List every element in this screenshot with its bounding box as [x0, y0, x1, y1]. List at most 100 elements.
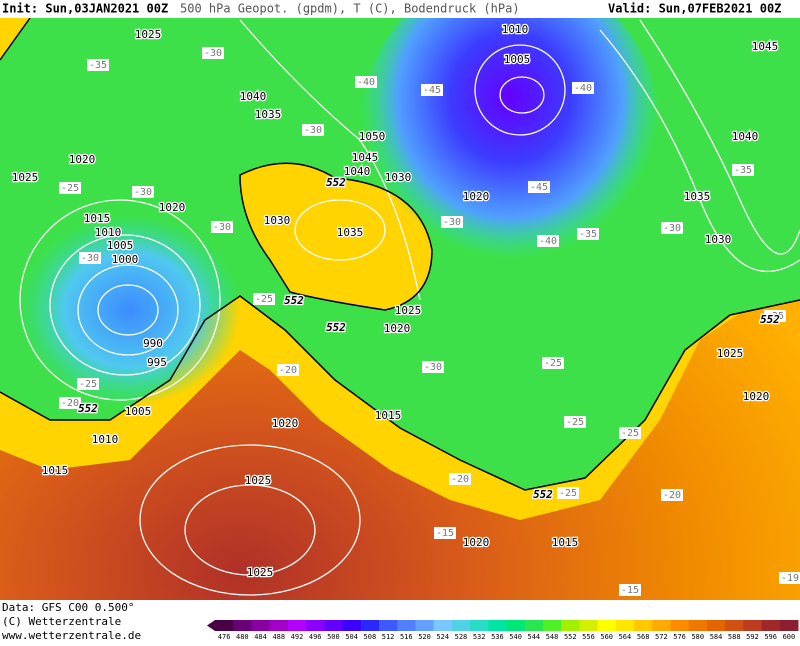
temperature-label: -35: [579, 229, 597, 240]
colorbar-swatch: [360, 620, 380, 631]
temperature-label: -45: [423, 85, 441, 96]
temperature-label-box: [577, 228, 599, 240]
isobar-label: 1025: [12, 171, 39, 184]
colorbar-swatch: [451, 620, 471, 631]
temperature-label: -40: [539, 236, 557, 247]
colorbar-label: 552: [564, 633, 577, 641]
colorbar-swatch: [615, 620, 635, 631]
isobar: [19, 199, 221, 401]
temperature-label-box: [764, 310, 786, 322]
colorbar-swatch: [542, 620, 562, 631]
colorbar-left-arrow: [207, 620, 215, 631]
temperature-label: -35: [734, 165, 752, 176]
colorbar-label: 480: [236, 633, 249, 641]
isobar-label: 1040: [732, 130, 759, 143]
temperature-label-box: [87, 59, 109, 71]
colorbar-label: 500: [327, 633, 340, 641]
isobar-label: 1050: [359, 130, 386, 143]
colorbar-label: 492: [291, 633, 304, 641]
colorbar-label: 540: [509, 633, 522, 641]
isobar-label: 1020: [743, 390, 770, 403]
colorbar-swatch: [779, 620, 799, 631]
colorbar-label: 568: [637, 633, 650, 641]
temperature-label-box: [211, 221, 233, 233]
isobar-label: 1020: [159, 201, 186, 214]
colorbar-label: 592: [746, 633, 759, 641]
isobar-label: 1045: [352, 151, 379, 164]
temperature-label: -30: [213, 222, 231, 233]
isobar-label: 995: [147, 356, 167, 369]
isobar-label: 1045: [752, 40, 779, 53]
colorbar-label: 532: [473, 633, 486, 641]
temperature-label-box: [542, 357, 564, 369]
colorbar-swatch: [342, 620, 362, 631]
colorbar-label: 588: [728, 633, 741, 641]
temperature-label: -30: [663, 223, 681, 234]
temperature-label-box: [59, 397, 81, 409]
contour-label: 552: [326, 321, 346, 334]
temperature-label: -25: [255, 294, 273, 305]
temperature-label-box: [661, 489, 683, 501]
colorbar-swatch: [415, 620, 435, 631]
temperature-label: -30: [134, 187, 152, 198]
temperature-label: -20: [451, 474, 469, 485]
colorbar-label: 596: [764, 633, 777, 641]
temperature-label: -15: [436, 528, 454, 539]
isobar-label: 1025: [395, 304, 422, 317]
isobar-label: 1020: [272, 417, 299, 430]
temperature-label-box: [355, 76, 377, 88]
isobar-label: 1035: [684, 190, 711, 203]
temperature-label: -30: [424, 362, 442, 373]
isobar-label: 1035: [255, 108, 282, 121]
temperature-label: -30: [304, 125, 322, 136]
isobar: [499, 76, 545, 114]
colorbar-label: 536: [491, 633, 504, 641]
temperature-label: -25: [544, 358, 562, 369]
colorbar-label: 520: [418, 633, 431, 641]
isobar-label: 1015: [375, 409, 402, 422]
colorbar-swatch: [688, 620, 708, 631]
colorbar-label: 556: [582, 633, 595, 641]
temperature-label-box: [619, 584, 641, 596]
isobar-label: 1000: [112, 253, 139, 266]
temperature-label-box: [449, 473, 471, 485]
colorbar-swatch: [433, 620, 453, 631]
isobar-label: 1035: [337, 226, 364, 239]
isobar-label: 1010: [95, 226, 122, 239]
colorbar-label: 576: [673, 633, 686, 641]
colorbar-swatch: [378, 620, 398, 631]
temperature-label: -20: [279, 365, 297, 376]
contour-label: 552: [326, 176, 346, 189]
isobar-label: 1040: [240, 90, 267, 103]
temperature-label: -40: [357, 77, 375, 88]
colorbar-swatch: [743, 620, 763, 631]
temperature-label: -40: [574, 83, 592, 94]
colorbar-swatch: [761, 620, 781, 631]
isobar-label: 1020: [463, 190, 490, 203]
colorbar-swatch: [287, 620, 307, 631]
temperature-label-box: [132, 186, 154, 198]
colorbar-swatch: [597, 620, 617, 631]
isobar: [49, 234, 201, 376]
temperature-label-box: [434, 527, 456, 539]
colorbar-label: 496: [309, 633, 322, 641]
isobar-label: 1005: [125, 405, 152, 418]
isobar-label: 1020: [463, 536, 490, 549]
colorbar-label: 508: [364, 633, 377, 641]
temperature-label-box: [537, 235, 559, 247]
temperature-label-box: [661, 222, 683, 234]
colorbar-swatch: [233, 620, 252, 631]
temperature-label: -30: [443, 217, 461, 228]
temperature-label: -25: [766, 311, 784, 322]
isobar-label: 1020: [384, 322, 411, 335]
colorbar-swatch: [470, 620, 489, 631]
isobar-label: 1030: [264, 214, 291, 227]
contour-label: 552: [284, 294, 304, 307]
temperature-label-box: [277, 364, 299, 376]
colorbar-swatch: [251, 620, 271, 631]
temperature-label-box: [564, 416, 586, 428]
temperature-label: -25: [559, 488, 577, 499]
temperature-label-box: [572, 82, 594, 94]
map-area: [0, 0, 800, 600]
